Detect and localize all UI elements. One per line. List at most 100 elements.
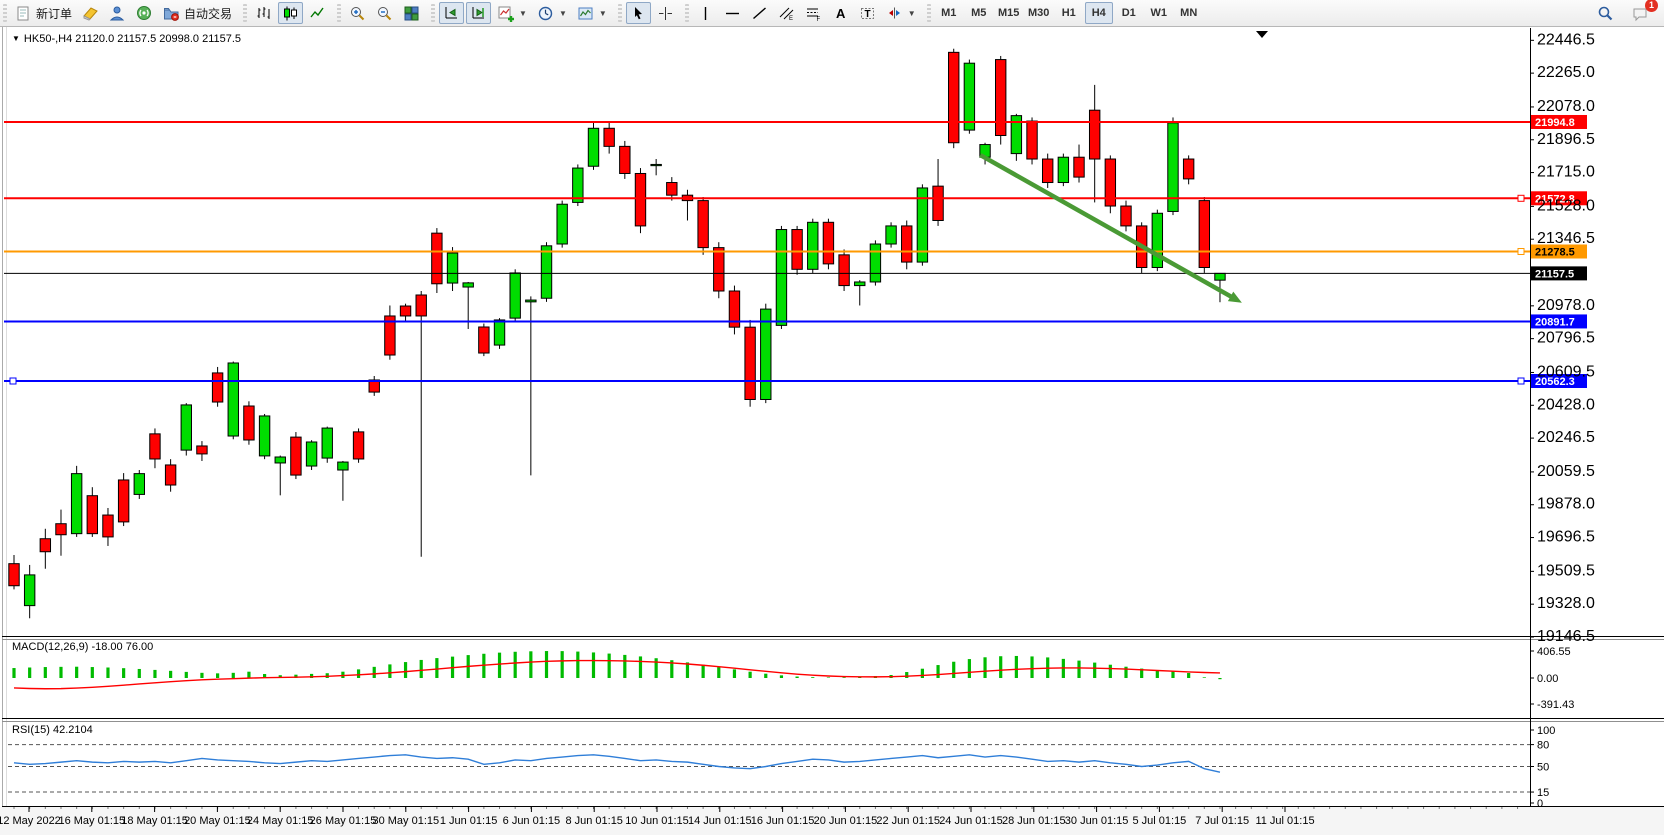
candle[interactable] [572, 167, 584, 203]
line-chart-button[interactable] [305, 2, 330, 24]
candle[interactable] [102, 514, 114, 538]
macd-panel[interactable] [12, 651, 1222, 690]
candle[interactable] [650, 163, 662, 167]
candle[interactable] [337, 461, 349, 471]
candle[interactable] [1026, 120, 1038, 160]
timeframe-m30-button[interactable]: M30 [1028, 7, 1050, 19]
candle[interactable] [493, 319, 506, 346]
candle[interactable] [1120, 205, 1132, 227]
dropdown-arrow-icon[interactable]: ▼ [558, 8, 567, 18]
candle[interactable] [149, 433, 161, 460]
candle[interactable] [1104, 158, 1117, 207]
trend-arrow-line[interactable] [979, 153, 1235, 300]
candlestick-button[interactable] [278, 2, 304, 24]
candle[interactable] [885, 225, 897, 245]
candle[interactable] [995, 59, 1007, 137]
timeframe-h1-button[interactable]: H1 [1061, 7, 1076, 19]
indicators-button[interactable]: ▼ [493, 2, 531, 24]
candle[interactable] [23, 574, 36, 607]
candle[interactable] [619, 145, 631, 174]
candle[interactable] [525, 299, 537, 303]
tile-windows-button[interactable] [399, 2, 424, 24]
candle[interactable] [305, 441, 318, 467]
candle[interactable] [634, 172, 647, 227]
candle[interactable] [180, 404, 192, 451]
candle[interactable] [86, 495, 99, 535]
main-price-panel[interactable] [4, 48, 1530, 619]
candle[interactable] [399, 305, 412, 317]
search-button[interactable] [1593, 2, 1618, 24]
templates-button[interactable]: ▼ [573, 2, 611, 24]
arrows-button[interactable]: ▼ [882, 2, 920, 24]
rsi-panel[interactable] [8, 744, 1530, 793]
candle[interactable] [384, 315, 396, 356]
horizontal-line-button[interactable] [720, 2, 745, 24]
candle[interactable] [196, 445, 208, 455]
line-handle[interactable] [9, 377, 17, 385]
candle[interactable] [713, 247, 725, 292]
line-handle[interactable] [1517, 377, 1525, 385]
label-button[interactable]: T [855, 2, 880, 24]
timeframe-h4-button[interactable]: H4 [1084, 2, 1113, 24]
price-axis[interactable]: 21994.8 21572.8 21278.5 21157.5 20891.7 20562… [1530, 39, 1587, 810]
candle[interactable] [509, 272, 521, 319]
chart-shift-marker[interactable] [1256, 31, 1268, 38]
candle[interactable] [775, 229, 788, 326]
zoom-out-button[interactable] [372, 2, 397, 24]
dropdown-arrow-icon[interactable]: ▼ [598, 8, 607, 18]
candle[interactable] [321, 427, 333, 459]
chart-shift-button[interactable] [466, 2, 492, 24]
new-order-button[interactable]: 新订单 [11, 2, 76, 24]
candle[interactable] [133, 473, 145, 495]
candle[interactable] [1198, 200, 1211, 269]
candle[interactable] [70, 473, 83, 535]
autotrading-button[interactable]: 自动交易 [159, 2, 236, 24]
candle[interactable] [1088, 109, 1101, 160]
candle[interactable] [227, 362, 239, 437]
candle[interactable] [415, 294, 427, 317]
zoom-in-button[interactable] [345, 2, 370, 24]
candle[interactable] [39, 538, 52, 553]
timeframe-m1-button[interactable]: M1 [941, 7, 957, 19]
candle[interactable] [869, 243, 882, 283]
candle[interactable] [1214, 272, 1226, 281]
periods-button[interactable]: ▼ [533, 2, 571, 24]
candle[interactable] [55, 523, 67, 536]
candle[interactable] [243, 405, 255, 441]
candle[interactable] [164, 464, 177, 486]
candle[interactable] [1182, 158, 1195, 180]
candle[interactable] [368, 379, 380, 393]
candle[interactable] [1010, 115, 1023, 155]
candle[interactable] [211, 372, 224, 403]
candle[interactable] [1057, 156, 1070, 184]
timeframe-w1-button[interactable]: W1 [1150, 7, 1167, 19]
candle[interactable] [948, 51, 960, 144]
candle[interactable] [916, 187, 929, 263]
auto-scroll-button[interactable] [439, 2, 465, 24]
vertical-line-button[interactable] [693, 2, 718, 24]
channel-button[interactable]: E [774, 2, 799, 24]
candle[interactable] [603, 127, 615, 147]
candle[interactable] [462, 282, 474, 288]
candle[interactable] [431, 232, 443, 285]
metaeditor-button[interactable] [78, 2, 103, 24]
candle[interactable] [807, 221, 819, 270]
candle[interactable] [963, 62, 976, 131]
crosshair-button[interactable] [653, 2, 678, 24]
line-handle[interactable] [1517, 194, 1525, 202]
line-handle[interactable] [1517, 248, 1525, 256]
candle[interactable] [822, 221, 835, 265]
trendline-button[interactable] [747, 2, 772, 24]
fibonacci-button[interactable]: F [801, 2, 826, 24]
candle[interactable] [556, 203, 568, 245]
candle[interactable] [901, 225, 913, 263]
chat-button[interactable]: 1 [1628, 0, 1658, 24]
candle[interactable] [258, 415, 271, 457]
chart-window[interactable]: 21994.8 21572.8 21278.5 21157.5 20891.7 20562… [0, 27, 1664, 835]
broadcast-button[interactable] [132, 2, 157, 24]
dropdown-arrow-icon[interactable]: ▼ [907, 8, 916, 18]
candle[interactable] [838, 254, 850, 287]
candle[interactable] [352, 431, 365, 460]
candle[interactable] [697, 200, 709, 249]
